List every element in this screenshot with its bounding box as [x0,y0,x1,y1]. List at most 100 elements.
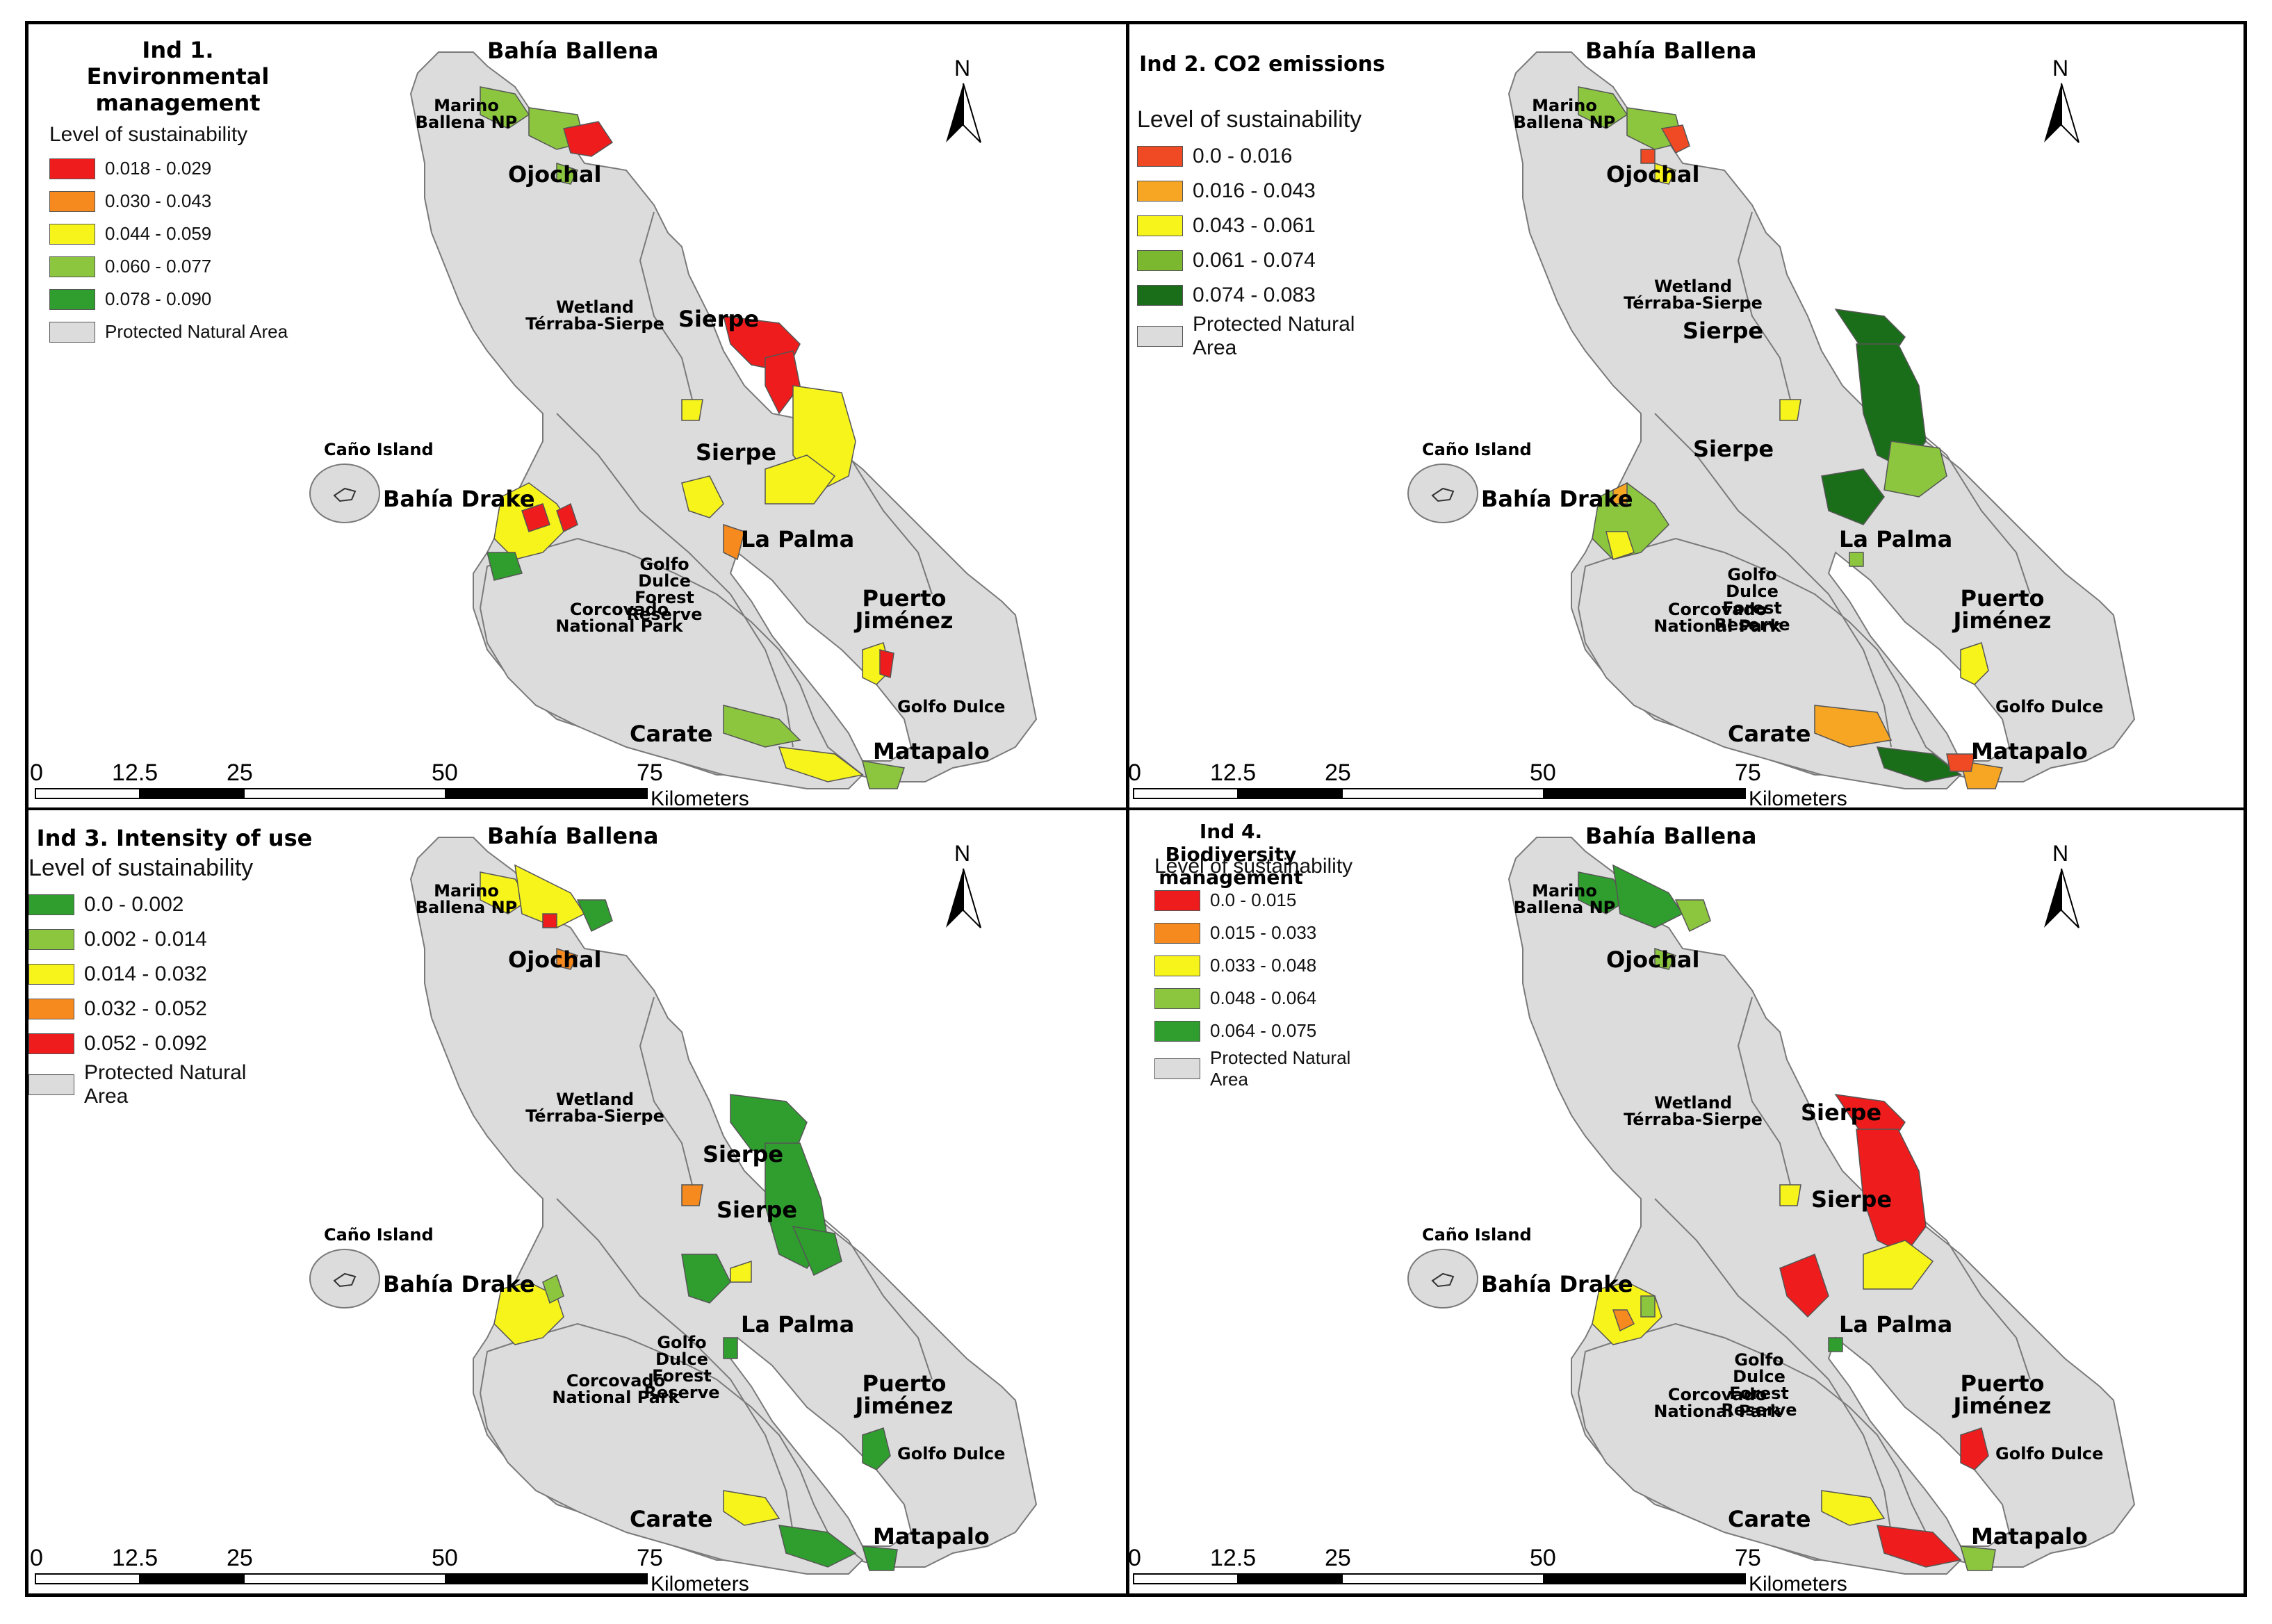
legend-swatch [49,190,95,212]
place-label-bahia-ballena: Bahía Ballena [487,38,659,64]
sustainability-patch [556,502,578,533]
scale-unit-label: Kilometers [651,787,749,810]
north-letter: N [2052,841,2069,866]
legend-swatch [1154,987,1200,1009]
cano-island-shape [309,1249,380,1309]
scale-unit-label: Kilometers [651,1573,749,1596]
legend-swatch [1137,326,1183,347]
place-label-drake: Bahía Drake [383,486,535,512]
scale-tick-label: 12.5 [1210,760,1257,786]
legend-label: 0.061 - 0.074 [1193,249,1316,272]
sustainability-patch [862,1427,891,1470]
sustainability-patch [681,1254,731,1304]
legend-item: 0.060 - 0.077 [49,250,288,283]
boundary-line [1654,1198,1892,1533]
scale-tick-label: 0 [1128,1545,1141,1571]
place-label-la-palma: La Palma [741,1311,855,1338]
legend-item: 0.052 - 0.092 [28,1026,265,1061]
legend-label: 0.030 - 0.043 [105,190,212,211]
legend-title: Level of sustainability [49,123,248,146]
place-label-corcovado: Corcovado National Park [1653,1385,1781,1421]
place-label-golfo-dulce: Golfo Dulce [1995,1444,2104,1463]
scale-tick-label: 50 [432,760,458,786]
north-arrow-right-icon [963,83,981,143]
legend-item: 0.064 - 0.075 [1154,1015,1391,1047]
legend-swatch [28,1033,74,1054]
scale-tick-label: 75 [637,760,663,786]
place-label-la-palma: La Palma [1839,526,1953,552]
sustainability-patch [1877,1525,1962,1568]
place-label-marino: Marino Ballena NP [1513,96,1616,132]
sustainability-patch [1654,947,1677,970]
cano-island-inner [333,487,357,502]
map-svg [1133,837,2136,1584]
sustainability-patch [1814,705,1893,748]
legend-label: 0.032 - 0.052 [84,997,207,1020]
place-label-bahia-ballena: Bahía Ballena [487,823,659,849]
legend-swatch [28,999,74,1019]
place-label-ojochal: Ojochal [508,946,602,973]
map-svg [1133,51,2136,799]
place-label-drake: Bahía Drake [383,1271,535,1297]
legend-swatch [1154,922,1200,944]
legend-swatch [1137,250,1183,271]
sustainability-patch [1821,1490,1886,1526]
place-label-golfo-reserve: Golfo Dulce Forest Reserve [1714,565,1790,634]
scale-tick-label: 75 [637,1545,663,1571]
legend-item: 0.016 - 0.043 [1137,174,1373,208]
sustainability-patch [1674,899,1711,933]
legend-label: 0.0 - 0.015 [1210,889,1297,910]
place-label-la-palma: La Palma [1839,1311,1953,1338]
legend-label: 0.060 - 0.077 [105,256,212,277]
scale-bar-labels: 0 12.5 25 50 75 Kilometers [28,1545,863,1596]
legend-swatch [49,158,95,179]
legend-label: 0.052 - 0.092 [84,1032,207,1055]
scale-tick-label: 50 [1530,1545,1556,1571]
cano-island-shape [309,464,380,523]
place-label-wetland: Wetland Térraba-Sierpe [1624,277,1763,313]
scale-tick-label: 12.5 [112,1545,158,1571]
place-label-sierpe-top: Sierpe [678,306,760,332]
place-label-cano: Caño Island [1422,1225,1532,1245]
legend-swatch [49,223,95,245]
legend-label: Protected Natural Area [1210,1047,1351,1090]
cano-island-inner [333,1272,357,1288]
place-label-carate: Carate [630,721,713,747]
north-label: N [2052,841,2068,867]
map-panel-1: Ind 1. Environmental management Level of … [28,24,1127,810]
sustainability-patch [1660,124,1690,154]
golfo-dulce-water [729,1336,913,1547]
place-label-corcovado: Corcovado National Park [555,600,683,636]
sustainability-patch [765,350,801,415]
place-label-cano: Caño Island [1422,440,1532,459]
scale-unit-label: Kilometers [1749,787,1847,810]
place-label-sierpe-mid: Sierpe [696,439,777,466]
sustainability-patch [514,864,586,928]
legend-label: 0.018 - 0.029 [105,158,212,179]
sustainability-patch [1828,1337,1843,1352]
legend-label: 0.0 - 0.002 [84,893,184,916]
sustainability-patch [879,649,894,678]
sustainability-patch [1856,1129,1927,1255]
sustainability-patch [723,523,745,561]
boundary-line [1897,413,2031,595]
legend-item: 0.0 - 0.002 [28,887,265,922]
scale-tick-label: 75 [1735,1545,1761,1571]
north-arrow-right-icon [2061,868,2079,928]
scale-bar-segment [1543,788,1746,799]
legend-item: 0.078 - 0.090 [49,283,288,315]
panel-title: Ind 3. Intensity of use [36,825,313,851]
sustainability-patch [778,746,864,782]
legend-swatch [1137,181,1183,202]
boundary-line [1897,1198,2031,1380]
scale-unit-label: Kilometers [1749,1573,1847,1596]
scale-tick-label: 25 [227,760,253,786]
place-label-puerto: Puerto Jiménez [855,1370,954,1419]
sustainability-patch [556,162,579,185]
sustainability-patch [681,1184,703,1206]
legend-label: 0.016 - 0.043 [1193,179,1316,202]
scale-tick-label: 0 [30,1545,43,1571]
cano-island-inner [1431,1272,1455,1288]
sustainability-patch [778,1525,857,1568]
place-label-bahia-ballena: Bahía Ballena [1585,823,1757,849]
